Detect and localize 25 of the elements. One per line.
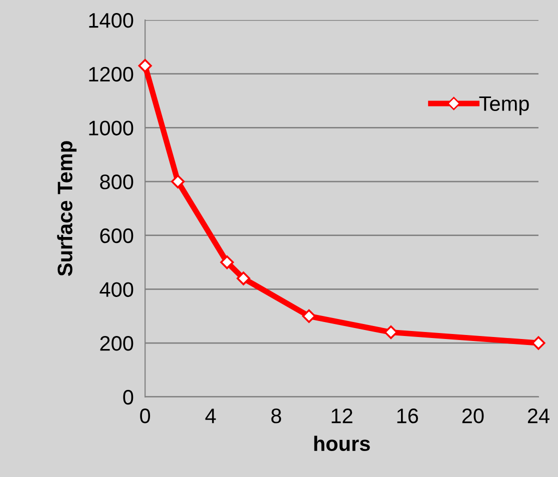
x-tick-label: 24	[528, 408, 550, 424]
y-tick-label: 1200	[89, 66, 134, 82]
legend-label: Temp	[479, 96, 529, 116]
x-axis-title: hours	[314, 436, 370, 452]
point	[302, 309, 316, 323]
point	[532, 336, 546, 350]
point	[384, 325, 398, 340]
x-tick-label: 20	[462, 408, 484, 424]
y-tick-label: 1000	[89, 120, 134, 136]
point	[171, 174, 185, 188]
x-tick-label: 4	[205, 408, 216, 424]
y-tick-label: 800	[100, 174, 134, 190]
y-tick-label: 200	[100, 336, 134, 351]
point	[236, 272, 250, 286]
y-tick-label: 1400	[89, 13, 134, 28]
y-tick-label: 0	[123, 390, 134, 405]
point	[220, 255, 234, 270]
x-tick-label: 12	[332, 408, 352, 424]
point	[138, 58, 152, 73]
y-tick-label: 400	[100, 282, 134, 297]
y-tick-label: 600	[100, 228, 134, 244]
x-tick-label: 16	[397, 408, 418, 424]
x-tick-label: 8	[271, 408, 282, 424]
y-axis-title: Surface Temp	[57, 141, 77, 276]
x-tick-label: 0	[140, 408, 150, 424]
